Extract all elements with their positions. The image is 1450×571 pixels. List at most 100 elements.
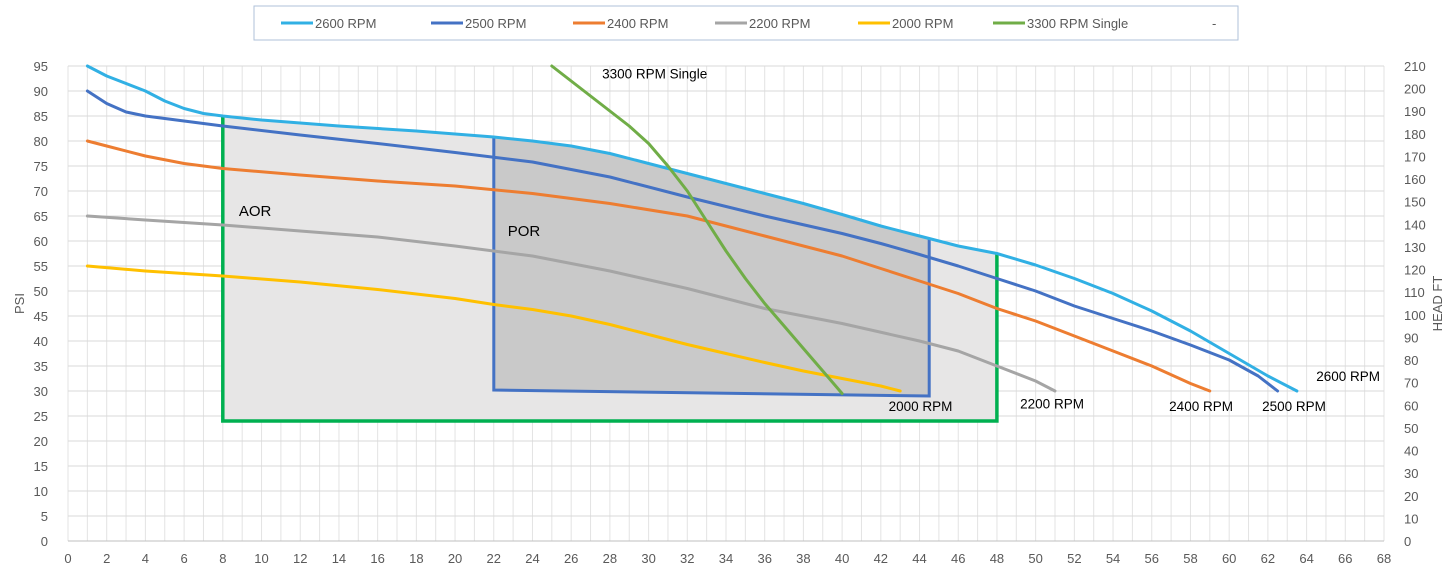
y2-tick-label: 170 [1404, 149, 1426, 164]
y-tick-label: 85 [34, 109, 48, 124]
y-tick-label: 30 [34, 384, 48, 399]
por-label: POR [508, 223, 541, 240]
x-tick-label: 28 [603, 551, 617, 566]
x-tick-label: 48 [990, 551, 1004, 566]
x-tick-label: 14 [332, 551, 346, 566]
x-tick-label: 32 [680, 551, 694, 566]
y-tick-label: 40 [34, 334, 48, 349]
series-line [85, 139, 1212, 393]
y-tick-label: 50 [34, 284, 48, 299]
y2-tick-label: 180 [1404, 127, 1426, 142]
y2-axis-title: HEAD FT [1430, 276, 1445, 332]
x-tick-label: 16 [370, 551, 384, 566]
x-tick-label: 46 [951, 551, 965, 566]
x-tick-label: 66 [1338, 551, 1352, 566]
y2-tick-label: 90 [1404, 330, 1418, 345]
y2-tick-label: 160 [1404, 172, 1426, 187]
curve-end-label: 2500 RPM [1262, 399, 1326, 414]
x-tick-label: 2 [103, 551, 110, 566]
x-tick-label: 34 [719, 551, 733, 566]
x-tick-label: 44 [912, 551, 926, 566]
y-tick-label: 5 [41, 509, 48, 524]
legend-entry-label: 3300 RPM Single [1027, 16, 1128, 31]
y2-tick-label: 0 [1404, 534, 1411, 549]
series-line [85, 89, 1280, 393]
y2-tick-label: 140 [1404, 217, 1426, 232]
x-tick-label: 50 [1028, 551, 1042, 566]
y-tick-label: 10 [34, 484, 48, 499]
curve-annotations: 2600 RPM 2500 RPM 2400 RPM 2200 RPM 2000 RPM… [602, 67, 1380, 415]
x-tick-label: 10 [254, 551, 268, 566]
y-tick-label: 55 [34, 259, 48, 274]
aor-boundary [221, 116, 999, 423]
x-tick-label: 12 [293, 551, 307, 566]
series-line [85, 264, 902, 393]
y2-tick-label: 130 [1404, 240, 1426, 255]
series-lines [85, 64, 1299, 395]
y2-tick-label: 30 [1404, 466, 1418, 481]
y-tick-label: 65 [34, 209, 48, 224]
legend-entry-label: 2000 RPM [892, 16, 953, 31]
y2-tick-label: 120 [1404, 263, 1426, 278]
y-tick-label: 15 [34, 459, 48, 474]
y-tick-label: 90 [34, 84, 48, 99]
series-line [550, 64, 844, 395]
curve-end-label: 2600 RPM [1316, 369, 1380, 384]
y-tick-label: 80 [34, 134, 48, 149]
y2-tick-label: 110 [1404, 285, 1425, 300]
y2-tick-label: 70 [1404, 376, 1418, 391]
y-axis-title: PSI [12, 293, 27, 314]
x-tick-label: 56 [1145, 551, 1159, 566]
x-tick-label: 60 [1222, 551, 1236, 566]
y-tick-label: 60 [34, 234, 48, 249]
y-tick-label: 95 [34, 59, 48, 74]
x-tick-label: 26 [564, 551, 578, 566]
y2-tick-label: 190 [1404, 104, 1426, 119]
y2-tick-label: 210 [1404, 59, 1426, 74]
y2-tick-label: 40 [1404, 444, 1418, 459]
x-tick-label: 20 [448, 551, 462, 566]
y-tick-label: 35 [34, 359, 48, 374]
legend-entry-label: 2400 RPM [607, 16, 668, 31]
series-line [85, 64, 1299, 393]
curve-end-label: 3300 RPM Single [602, 67, 707, 82]
y2-tick-label: 50 [1404, 421, 1418, 436]
x-tick-label: 6 [181, 551, 188, 566]
x-tick-label: 36 [757, 551, 771, 566]
y2-tick-label: 80 [1404, 353, 1418, 368]
x-tick-label: 54 [1106, 551, 1120, 566]
axes: 0 2 4 6 8 10 12 14 16 18 20 22 24 26 28 30 32 34 36 38 40 42 4… [12, 59, 1445, 566]
y-tick-label: 25 [34, 409, 48, 424]
x-tick-label: 38 [796, 551, 810, 566]
legend-entry-label: 2200 RPM [749, 16, 810, 31]
legend: 2600 RPM 2500 RPM 2400 RPM 2200 RPM 2000 RPM… [253, 5, 1239, 41]
curve-end-label: 2200 RPM [1020, 397, 1084, 412]
x-tick-label: 52 [1067, 551, 1081, 566]
x-tick-label: 68 [1377, 551, 1391, 566]
y-tick-label: 0 [41, 534, 48, 549]
x-tick-label: 24 [525, 551, 539, 566]
y2-tick-label: 20 [1404, 489, 1418, 504]
y-tick-label: 45 [34, 309, 48, 324]
legend-entry-label: 2600 RPM [315, 16, 376, 31]
aor-label: AOR [239, 203, 272, 220]
x-tick-label: 42 [874, 551, 888, 566]
series-line [85, 214, 1057, 393]
x-tick-label: 62 [1261, 551, 1275, 566]
y2-tick-label: 10 [1404, 511, 1418, 526]
x-tick-label: 4 [142, 551, 149, 566]
por-boundary [492, 137, 931, 398]
y-tick-label: 20 [34, 434, 48, 449]
por-region-fill [493, 137, 930, 396]
y2-tick-label: 60 [1404, 398, 1418, 413]
curve-end-label: 2000 RPM [889, 399, 953, 414]
y2-tick-label: 100 [1404, 308, 1426, 323]
x-tick-label: 18 [409, 551, 423, 566]
x-tick-label: 64 [1299, 551, 1313, 566]
x-tick-label: 8 [219, 551, 226, 566]
x-tick-label: 22 [487, 551, 501, 566]
legend-entry-label: 2500 RPM [465, 16, 526, 31]
y-tick-label: 70 [34, 184, 48, 199]
x-tick-label: 58 [1183, 551, 1197, 566]
